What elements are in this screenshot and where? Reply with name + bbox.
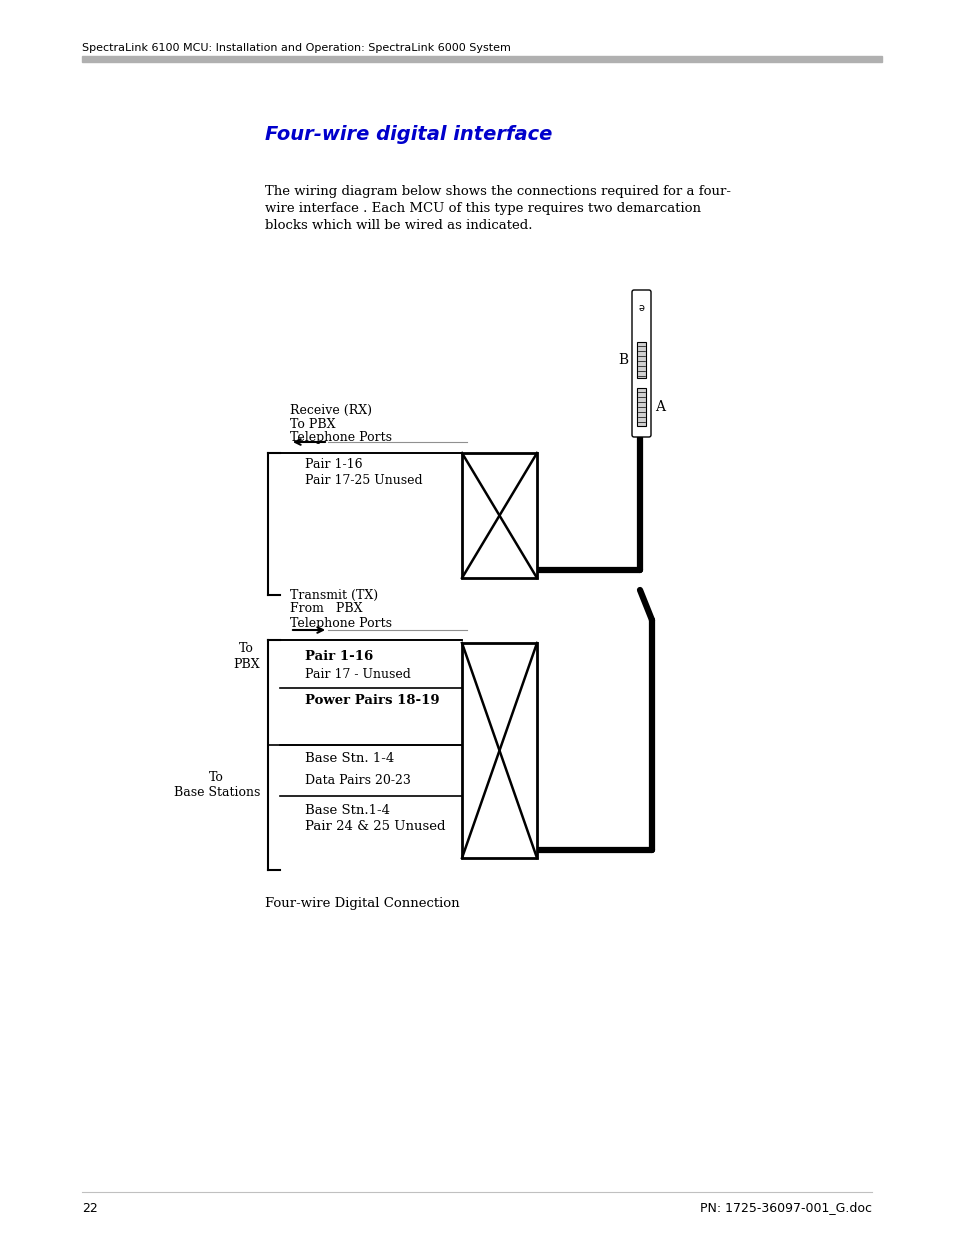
Text: Four-wire Digital Connection: Four-wire Digital Connection (265, 898, 459, 910)
Text: Pair 17 - Unused: Pair 17 - Unused (305, 668, 411, 682)
Text: Pair 17-25 Unused: Pair 17-25 Unused (305, 473, 422, 487)
Text: To PBX: To PBX (290, 417, 335, 431)
Text: Four-wire digital interface: Four-wire digital interface (265, 126, 552, 144)
Text: Telephone Ports: Telephone Ports (290, 431, 392, 445)
Text: To
Base Stations: To Base Stations (173, 771, 260, 799)
Text: From   PBX: From PBX (290, 603, 362, 615)
FancyBboxPatch shape (631, 290, 650, 437)
Text: Power Pairs 18-19: Power Pairs 18-19 (305, 694, 439, 706)
Text: wire interface . Each MCU of this type requires two demarcation: wire interface . Each MCU of this type r… (265, 203, 700, 215)
Text: Pair 1-16: Pair 1-16 (305, 458, 362, 472)
Text: PN: 1725-36097-001_G.doc: PN: 1725-36097-001_G.doc (700, 1202, 871, 1214)
Text: Pair 1-16: Pair 1-16 (305, 651, 373, 663)
Text: The wiring diagram below shows the connections required for a four-: The wiring diagram below shows the conne… (265, 185, 730, 198)
Text: A: A (655, 400, 664, 414)
Text: Transmit (TX): Transmit (TX) (290, 589, 377, 601)
Text: Telephone Ports: Telephone Ports (290, 616, 392, 630)
Text: Base Stn. 1-4: Base Stn. 1-4 (305, 752, 394, 764)
Text: ə: ə (638, 303, 644, 312)
Bar (637, 342, 645, 378)
Text: SpectraLink 6100 MCU: Installation and Operation: SpectraLink 6000 System: SpectraLink 6100 MCU: Installation and O… (82, 43, 511, 53)
Bar (461, 643, 537, 858)
Text: Receive (RX): Receive (RX) (290, 404, 372, 416)
Bar (637, 388, 645, 426)
Text: Pair 24 & 25 Unused: Pair 24 & 25 Unused (305, 820, 445, 834)
Text: To
PBX: To PBX (233, 642, 260, 671)
Text: Data Pairs 20-23: Data Pairs 20-23 (305, 773, 411, 787)
Text: blocks which will be wired as indicated.: blocks which will be wired as indicated. (265, 219, 532, 232)
Bar (461, 453, 537, 578)
Text: Base Stn.1-4: Base Stn.1-4 (305, 804, 390, 816)
Text: 22: 22 (82, 1202, 97, 1214)
Text: B: B (618, 353, 627, 367)
Bar (82, 56, 882, 62)
